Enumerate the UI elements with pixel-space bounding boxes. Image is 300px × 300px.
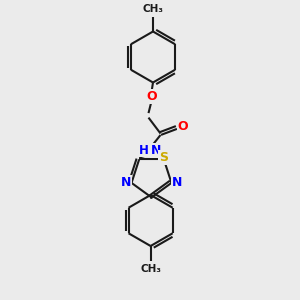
Text: N: N (121, 176, 131, 189)
Text: N: N (151, 143, 161, 157)
Text: CH₃: CH₃ (140, 263, 161, 274)
Text: O: O (146, 90, 157, 103)
Text: CH₃: CH₃ (142, 4, 164, 14)
Text: S: S (159, 151, 168, 164)
Text: H: H (139, 143, 149, 157)
Text: O: O (178, 119, 188, 133)
Text: N: N (172, 176, 182, 189)
